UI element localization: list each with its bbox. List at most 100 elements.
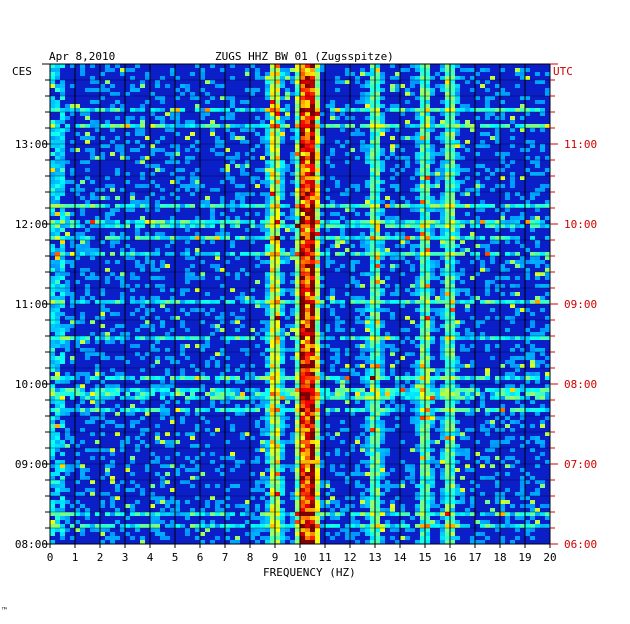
- heatmap-cell: [105, 336, 110, 340]
- heatmap-cell: [310, 96, 315, 100]
- heatmap-cell: [180, 108, 185, 112]
- heatmap-cell: [460, 452, 465, 456]
- heatmap-cell: [110, 340, 115, 344]
- heatmap-cell: [450, 448, 455, 452]
- heatmap-cell: [480, 300, 485, 304]
- heatmap-cell: [255, 376, 260, 380]
- heatmap-cell: [315, 200, 320, 204]
- heatmap-cell: [295, 172, 300, 176]
- heatmap-cell: [255, 264, 260, 268]
- heatmap-cell: [145, 220, 150, 224]
- heatmap-cell: [260, 304, 265, 308]
- heatmap-cell: [55, 188, 60, 192]
- heatmap-cell: [340, 388, 345, 392]
- heatmap-cell: [270, 192, 275, 196]
- heatmap-cell: [130, 412, 135, 416]
- heatmap-cell: [190, 392, 195, 396]
- heatmap-cell: [440, 160, 445, 164]
- heatmap-cell: [335, 236, 340, 240]
- heatmap-cell: [420, 96, 425, 100]
- heatmap-cell: [325, 408, 330, 412]
- heatmap-cell: [295, 336, 300, 340]
- heatmap-cell: [55, 324, 60, 328]
- heatmap-cell: [500, 152, 505, 156]
- heatmap-cell: [370, 196, 375, 200]
- heatmap-cell: [265, 284, 270, 288]
- heatmap-cell: [50, 252, 55, 256]
- heatmap-cell: [140, 216, 145, 220]
- heatmap-cell: [140, 388, 145, 392]
- heatmap-cell: [305, 236, 310, 240]
- heatmap-cell: [265, 328, 270, 332]
- heatmap-cell: [430, 376, 435, 380]
- heatmap-cell: [265, 248, 270, 252]
- heatmap-cell: [445, 456, 450, 460]
- heatmap-cell: [255, 236, 260, 240]
- heatmap-cell: [125, 172, 130, 176]
- heatmap-cell: [160, 380, 165, 384]
- heatmap-cell: [295, 104, 300, 108]
- heatmap-cell: [450, 456, 455, 460]
- heatmap-cell: [485, 100, 490, 104]
- heatmap-cell: [100, 292, 105, 296]
- heatmap-cell: [310, 200, 315, 204]
- heatmap-cell: [80, 160, 85, 164]
- heatmap-cell: [370, 300, 375, 304]
- heatmap-cell: [335, 380, 340, 384]
- heatmap-cell: [465, 168, 470, 172]
- heatmap-cell: [380, 448, 385, 452]
- heatmap-cell: [305, 472, 310, 476]
- heatmap-cell: [225, 376, 230, 380]
- heatmap-cell: [80, 296, 85, 300]
- heatmap-cell: [365, 376, 370, 380]
- heatmap-cell: [495, 472, 500, 476]
- heatmap-cell: [425, 464, 430, 468]
- heatmap-cell: [125, 236, 130, 240]
- heatmap-cell: [420, 480, 425, 484]
- heatmap-cell: [470, 408, 475, 412]
- heatmap-cell: [195, 168, 200, 172]
- heatmap-cell: [160, 236, 165, 240]
- heatmap-cell: [210, 252, 215, 256]
- heatmap-cell: [60, 156, 65, 160]
- heatmap-cell: [365, 416, 370, 420]
- heatmap-cell: [445, 452, 450, 456]
- heatmap-cell: [425, 140, 430, 144]
- heatmap-cell: [440, 132, 445, 136]
- heatmap-cell: [295, 416, 300, 420]
- heatmap-cell: [160, 76, 165, 80]
- heatmap-cell: [375, 292, 380, 296]
- heatmap-cell: [500, 276, 505, 280]
- heatmap-cell: [375, 140, 380, 144]
- heatmap-cell: [465, 396, 470, 400]
- heatmap-cell: [280, 392, 285, 396]
- heatmap-cell: [160, 224, 165, 228]
- heatmap-cell: [275, 72, 280, 76]
- heatmap-cell: [360, 220, 365, 224]
- heatmap-cell: [405, 224, 410, 228]
- heatmap-cell: [240, 300, 245, 304]
- heatmap-cell: [55, 148, 60, 152]
- heatmap-cell: [515, 240, 520, 244]
- heatmap-cell: [540, 352, 545, 356]
- heatmap-cell: [425, 272, 430, 276]
- heatmap-cell: [385, 224, 390, 228]
- heatmap-cell: [370, 468, 375, 472]
- heatmap-cell: [225, 380, 230, 384]
- heatmap-cell: [75, 480, 80, 484]
- heatmap-cell: [420, 208, 425, 212]
- heatmap-cell: [375, 432, 380, 436]
- heatmap-cell: [470, 204, 475, 208]
- heatmap-cell: [220, 84, 225, 88]
- heatmap-cell: [280, 372, 285, 376]
- heatmap-cell: [440, 232, 445, 236]
- heatmap-cell: [425, 116, 430, 120]
- heatmap-cell: [170, 116, 175, 120]
- heatmap-cell: [195, 232, 200, 236]
- heatmap-cell: [455, 356, 460, 360]
- heatmap-cell: [275, 76, 280, 80]
- heatmap-cell: [305, 376, 310, 380]
- heatmap-cell: [60, 288, 65, 292]
- heatmap-cell: [365, 384, 370, 388]
- heatmap-cell: [225, 396, 230, 400]
